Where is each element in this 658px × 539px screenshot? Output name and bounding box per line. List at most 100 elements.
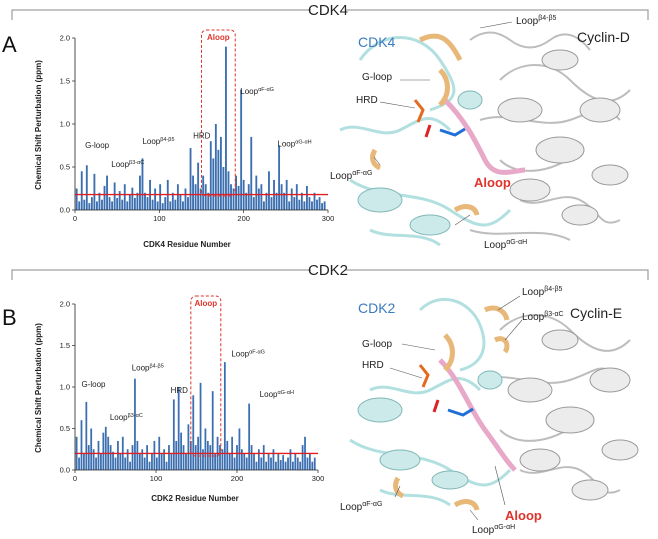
bar-a [154, 188, 157, 210]
cdk2-helices [357, 370, 503, 490]
bar-a [260, 184, 263, 210]
bar-b [148, 461, 151, 470]
bar-b [211, 391, 214, 470]
y-tick-label-a: 0.0 [60, 206, 70, 215]
structure-label-loop-ag-ah-a: LoopαG-αH [484, 239, 527, 251]
bar-b [117, 440, 119, 470]
bar-a [128, 194, 131, 210]
cdk2-ribbon [349, 297, 512, 507]
bar-b [311, 461, 314, 470]
structure-a: CDK4 Cyclin-D Loopβ4-β5 G-loop HRD Loopα… [330, 15, 631, 251]
bar-b [299, 461, 302, 470]
bar-a [113, 182, 116, 210]
bar-a [126, 201, 129, 210]
structure-label-aloop-a: Aloop [474, 175, 511, 190]
bar-a [199, 188, 202, 210]
bar-b [175, 440, 178, 470]
x-tick-label-b: 0 [73, 474, 77, 483]
bar-b [226, 440, 229, 470]
aloop-ribbon-b [438, 358, 517, 472]
bar-b [83, 453, 85, 470]
bar-b [141, 449, 144, 470]
x-tick-label-a: 200 [237, 214, 250, 223]
bar-b [202, 449, 204, 470]
bar-b [309, 453, 311, 470]
y-tick-label-a: 1.0 [60, 120, 70, 129]
bar-a [169, 201, 172, 210]
bar-b [279, 460, 282, 470]
bar-a [207, 192, 210, 210]
bar-b [187, 424, 190, 470]
structure-label-loop-af-ag-a: LoopαF-αG [330, 170, 372, 182]
bar-b [80, 420, 83, 470]
x-tick-label-b: 100 [150, 474, 163, 483]
bar-b [250, 445, 253, 470]
bar-b [260, 457, 263, 470]
bar-b [272, 449, 275, 470]
bar-a [225, 46, 227, 210]
annotation-b: HRD [171, 386, 189, 395]
bar-b [165, 461, 168, 470]
loop-ag-ah-ribbon-a [453, 204, 480, 216]
bar-b [90, 428, 93, 470]
bar-a [136, 192, 139, 210]
bar-a [288, 201, 291, 210]
bar-a [123, 184, 126, 210]
g-loop-ribbon-b [443, 333, 455, 372]
bar-b [270, 457, 272, 470]
structure-label-g-loop-a: G-loop [362, 72, 392, 83]
bar-a [278, 145, 281, 210]
bar-a [187, 197, 189, 210]
structure-partner-label-b: Cyclin-E [570, 305, 622, 321]
x-axis-label-a: CDK4 Residue Number [143, 240, 231, 249]
annotation-a: HRD [193, 132, 211, 141]
y-tick-label-a: 0.5 [60, 163, 70, 172]
bar-b [109, 445, 112, 470]
bar-a [245, 192, 248, 210]
bar-a [174, 199, 177, 210]
bar-a [184, 188, 187, 210]
bar-b [114, 457, 117, 470]
bar-b [153, 440, 156, 470]
bar-b [138, 453, 141, 470]
y-tick-label-b: 1.5 [60, 341, 70, 350]
x-tick-label-a: 300 [322, 214, 335, 223]
bar-b [313, 457, 316, 470]
bar-b [97, 440, 100, 470]
bar-a [121, 199, 124, 210]
chart-b: Chemical Shift Perturbation (ppm) CDK2 R… [34, 295, 324, 503]
annotation-a: LoopαF-αG [240, 87, 274, 96]
structure-label-loop-b3-ac-b: Loopβ3-αC [522, 311, 564, 323]
bar-b [170, 453, 173, 470]
bar-b [100, 453, 102, 470]
bar-b [255, 461, 258, 470]
bar-b [199, 382, 202, 470]
bar-a [217, 149, 220, 210]
section-bracket-b [11, 269, 649, 280]
x-tick-label-b: 200 [231, 474, 244, 483]
bar-a [101, 199, 103, 210]
bar-a [131, 187, 134, 210]
cyclin-e-helices [507, 329, 639, 501]
bar-b [102, 432, 105, 470]
bar-a [212, 158, 215, 210]
chart-a: Chemical Shift Perturbation (ppm) CDK4 R… [34, 29, 335, 249]
bar-b [168, 445, 170, 470]
bar-b [78, 457, 80, 470]
structure-label-loop-b4b5-b: Loopβ4-β5 [522, 286, 563, 298]
bar-a [323, 201, 326, 210]
bar-a [146, 197, 149, 210]
bar-a [90, 197, 93, 210]
bar-a [321, 203, 324, 210]
bar-b [206, 440, 209, 470]
bar-a [247, 184, 250, 210]
bar-b [185, 453, 187, 470]
bar-b [248, 403, 251, 470]
bar-b [131, 445, 134, 470]
annotation-a: LoopαG-αH [277, 139, 311, 148]
leader-lines-b [389, 295, 523, 521]
structure-protein-label-a: CDK4 [358, 34, 396, 50]
bar-a [108, 197, 111, 210]
loop-af-ag-ribbon-b [393, 476, 405, 499]
